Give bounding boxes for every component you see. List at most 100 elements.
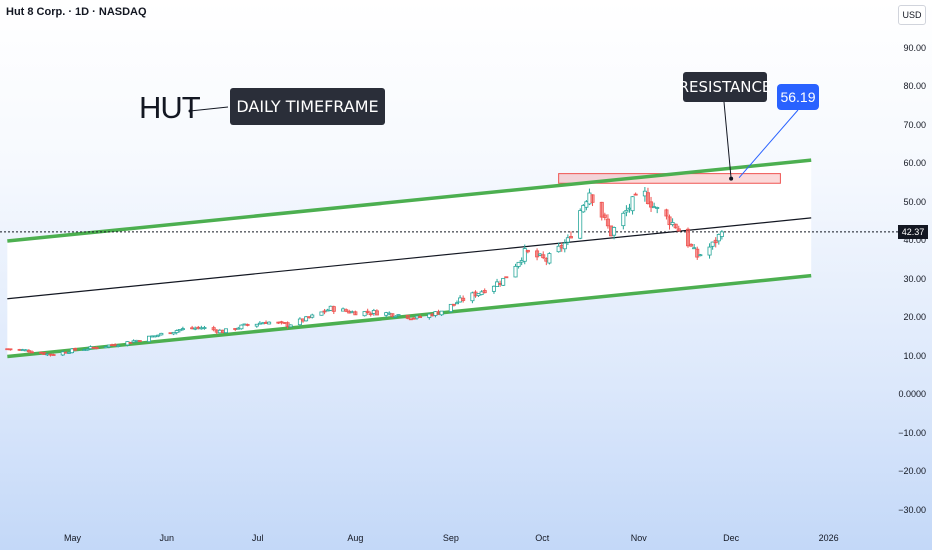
candle	[146, 335, 151, 343]
candle	[177, 329, 182, 333]
candle	[692, 244, 697, 250]
y-tick-label: 0.0000	[898, 389, 926, 399]
candle	[713, 237, 718, 248]
candle	[393, 315, 398, 319]
candle	[418, 314, 423, 319]
candle	[578, 208, 583, 240]
candle	[239, 324, 244, 330]
candle	[719, 230, 724, 240]
candle	[504, 276, 509, 279]
candle	[171, 331, 176, 336]
x-tick-label: Dec	[723, 533, 740, 543]
candle	[202, 325, 207, 330]
resistance-price-label: 56.19	[777, 84, 819, 110]
candle	[605, 214, 610, 229]
candle	[156, 334, 161, 338]
candle	[137, 340, 142, 342]
y-tick-label: 30.00	[903, 273, 926, 284]
candle	[673, 223, 678, 229]
channel-upper-line	[7, 158, 812, 243]
candle	[362, 311, 367, 317]
x-tick-label: Jul	[251, 533, 264, 543]
y-tick-label: 10.00	[903, 350, 926, 361]
y-tick-label: −30.00	[898, 504, 926, 515]
candle	[645, 187, 650, 205]
y-tick-label: 20.00	[903, 312, 926, 322]
candle	[461, 295, 466, 303]
candle	[322, 308, 327, 315]
candle	[630, 196, 635, 215]
candle	[288, 324, 293, 328]
candle	[599, 201, 604, 221]
candle	[624, 205, 629, 217]
y-tick-label: 70.00	[903, 119, 926, 130]
candle	[159, 332, 164, 336]
candle	[174, 329, 179, 335]
candle	[590, 194, 595, 207]
y-tick-label: 40.00	[903, 235, 926, 245]
x-tick-label: Oct	[535, 533, 550, 543]
candle	[374, 309, 379, 316]
candle	[353, 310, 358, 316]
x-tick-label: Jun	[159, 533, 174, 543]
candle	[448, 303, 453, 313]
candle	[128, 341, 133, 344]
candle	[411, 317, 416, 320]
candle	[568, 231, 573, 239]
candle	[8, 348, 13, 351]
candle	[562, 239, 567, 253]
candle	[365, 308, 370, 315]
y-tick-label: 50.00	[903, 196, 926, 207]
candle	[664, 208, 669, 220]
candle	[716, 233, 721, 245]
candle	[470, 291, 475, 304]
candle	[707, 243, 712, 259]
candle	[331, 305, 336, 315]
x-tick-label: Aug	[347, 533, 364, 543]
candle	[85, 347, 90, 351]
y-tick-label: −20.00	[898, 466, 926, 476]
candle	[501, 277, 506, 286]
candle	[525, 249, 530, 254]
resistance-point	[729, 176, 734, 181]
candle	[297, 317, 302, 327]
candle	[621, 211, 626, 230]
candle	[454, 300, 459, 305]
candle	[565, 234, 570, 246]
ticker-connector-dot	[188, 109, 192, 113]
x-tick-label: May	[64, 533, 82, 543]
candle	[695, 246, 700, 260]
resistance-label: RESISTANCE	[679, 72, 771, 102]
candle	[710, 241, 715, 250]
candle	[390, 313, 395, 318]
candle	[116, 344, 121, 348]
candle	[73, 347, 78, 351]
candle	[689, 243, 694, 247]
resistance-connector	[723, 101, 732, 179]
candle	[51, 353, 56, 356]
candle	[439, 310, 444, 316]
candle	[667, 214, 672, 230]
candle	[405, 314, 410, 320]
candle	[396, 314, 401, 317]
x-tick-label: Nov	[630, 533, 647, 543]
candle	[70, 348, 75, 354]
x-tick-label: 2026	[818, 533, 839, 543]
candle	[26, 348, 31, 354]
candle	[698, 253, 703, 257]
candle	[649, 196, 654, 212]
y-tick-label: 90.00	[903, 42, 926, 53]
candle	[245, 323, 250, 327]
y-tick-label: 80.00	[903, 81, 926, 91]
candle	[368, 311, 373, 317]
currency-button[interactable]: USD	[898, 5, 926, 25]
ticker-connector	[189, 106, 229, 112]
candle	[522, 244, 527, 265]
candle	[612, 226, 617, 240]
timeframe-label: DAILY TIMEFRAME	[230, 88, 385, 125]
candle	[479, 290, 484, 296]
ticker-annotation: HUT	[139, 90, 201, 125]
candle	[211, 325, 216, 332]
candle	[451, 303, 456, 307]
